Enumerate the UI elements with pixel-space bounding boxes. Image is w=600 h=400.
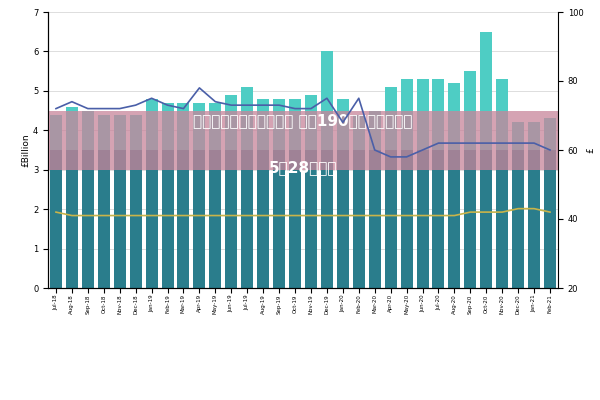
Bar bbox=[241, 87, 253, 150]
Bar bbox=[98, 150, 110, 288]
Bar bbox=[481, 150, 492, 288]
Bar bbox=[512, 150, 524, 288]
Bar bbox=[416, 150, 428, 288]
FancyBboxPatch shape bbox=[48, 110, 558, 170]
Bar bbox=[528, 122, 540, 150]
Bar bbox=[82, 110, 94, 150]
Bar bbox=[321, 52, 333, 150]
Bar bbox=[193, 150, 205, 288]
Bar bbox=[98, 114, 110, 150]
Text: 大家都在用什么配资平台 央行190个县域派出机构: 大家都在用什么配资平台 央行190个县域派出机构 bbox=[193, 113, 413, 128]
Bar bbox=[416, 79, 428, 150]
Bar bbox=[273, 150, 285, 288]
Bar bbox=[401, 79, 413, 150]
Y-axis label: £: £ bbox=[586, 147, 595, 153]
Bar bbox=[401, 150, 413, 288]
Bar bbox=[50, 150, 62, 288]
Bar bbox=[114, 150, 125, 288]
Bar bbox=[146, 150, 158, 288]
Bar bbox=[528, 150, 540, 288]
Bar bbox=[353, 150, 365, 288]
Bar bbox=[433, 79, 445, 150]
Bar bbox=[321, 150, 333, 288]
Bar bbox=[496, 79, 508, 150]
Bar bbox=[337, 150, 349, 288]
Bar bbox=[337, 99, 349, 150]
Bar bbox=[66, 107, 78, 150]
Bar bbox=[130, 150, 142, 288]
Bar bbox=[496, 150, 508, 288]
Bar bbox=[305, 150, 317, 288]
Bar bbox=[50, 114, 62, 150]
Bar bbox=[448, 83, 460, 150]
Bar bbox=[178, 103, 190, 150]
Bar bbox=[448, 150, 460, 288]
Bar bbox=[193, 103, 205, 150]
Bar bbox=[464, 71, 476, 150]
Bar bbox=[433, 150, 445, 288]
Bar bbox=[257, 99, 269, 150]
Bar bbox=[209, 103, 221, 150]
Bar bbox=[178, 150, 190, 288]
Bar bbox=[114, 114, 125, 150]
Bar bbox=[226, 150, 237, 288]
Bar bbox=[130, 114, 142, 150]
Bar bbox=[289, 99, 301, 150]
Y-axis label: £Billion: £Billion bbox=[21, 133, 30, 167]
Bar bbox=[353, 114, 365, 150]
Bar bbox=[369, 110, 380, 150]
Bar bbox=[161, 150, 173, 288]
Bar bbox=[209, 150, 221, 288]
Bar bbox=[273, 99, 285, 150]
Bar bbox=[289, 150, 301, 288]
Bar bbox=[82, 150, 94, 288]
Bar bbox=[385, 87, 397, 150]
Text: 5月28日挂牌: 5月28日挂牌 bbox=[269, 160, 337, 175]
Bar bbox=[241, 150, 253, 288]
Bar bbox=[257, 150, 269, 288]
Bar bbox=[512, 122, 524, 150]
Bar bbox=[161, 103, 173, 150]
Bar bbox=[66, 150, 78, 288]
Bar bbox=[146, 99, 158, 150]
Bar bbox=[481, 32, 492, 150]
Bar bbox=[369, 150, 380, 288]
Bar bbox=[385, 150, 397, 288]
Bar bbox=[305, 95, 317, 150]
Bar bbox=[464, 150, 476, 288]
Bar bbox=[226, 95, 237, 150]
Bar bbox=[544, 150, 556, 288]
Bar bbox=[544, 118, 556, 150]
